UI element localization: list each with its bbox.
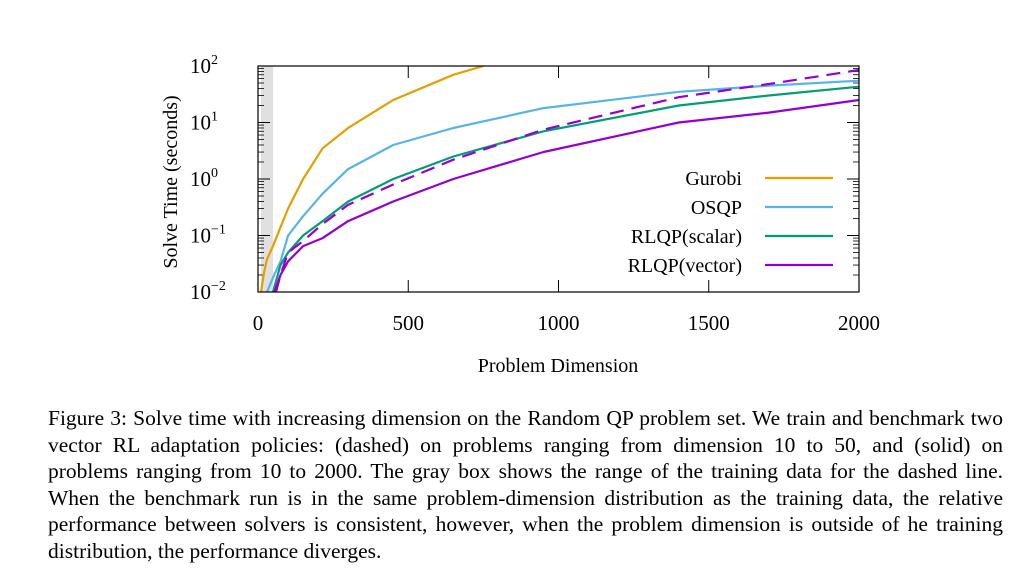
y-ticks: 10−2 10−1 100 101 102 (190, 53, 859, 304)
series-line-gurobi (259, 66, 484, 292)
x-tick-label: 0 (253, 311, 264, 335)
legend-label: Gurobi (685, 168, 742, 190)
y-axis-title: Solve Time (seconds) (160, 95, 182, 268)
y-tick-label: 101 (190, 110, 218, 135)
x-tick-label: 1000 (538, 311, 580, 335)
plot-frame (257, 65, 860, 293)
figure-caption: Figure 3: Solve time with increasing dim… (48, 406, 1003, 563)
x-tick-label: 500 (393, 311, 425, 335)
legend-label: RLQP(vector) (628, 255, 742, 277)
y-tick-label: 100 (190, 166, 218, 191)
x-ticks: 0 500 1000 1500 2000 (253, 66, 880, 335)
x-axis-title: Problem Dimension (478, 355, 639, 377)
series-line-dashed (274, 68, 859, 292)
y-tick-label: 102 (190, 53, 218, 78)
chart: 0 500 1000 1500 2000 10−2 10−1 100 101 102 Gurob… (160, 53, 880, 377)
x-tick-label: 1500 (688, 311, 730, 335)
series-line-rlqp-vector- (273, 98, 859, 292)
y-tick-label: 10−1 (190, 223, 226, 248)
series-line-osqp (265, 79, 859, 292)
legend-label: OSQP (691, 197, 742, 219)
legend-label: RLQP(scalar) (631, 226, 742, 248)
y-tick-label: 10−2 (190, 279, 226, 304)
series-lines (259, 66, 859, 292)
legend: Gurobi OSQP RLQP(scalar) RLQP(vector) (628, 168, 833, 277)
x-tick-label: 2000 (838, 311, 880, 335)
series-line-rlqp-scalar- (271, 85, 859, 292)
